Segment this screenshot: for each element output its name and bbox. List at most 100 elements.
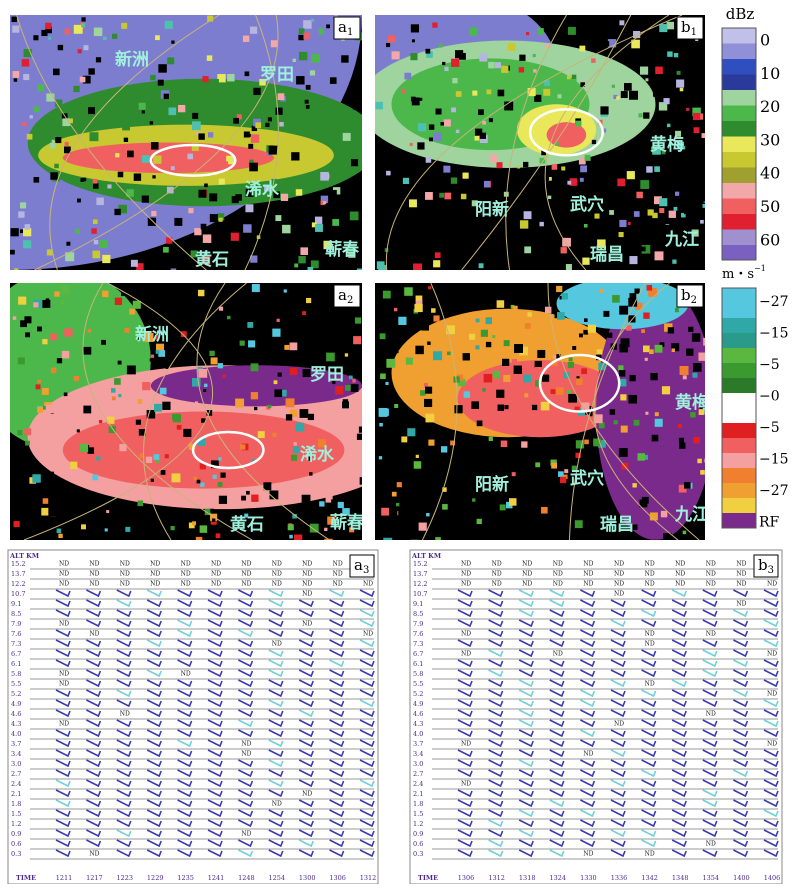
- echo-speck: [599, 422, 605, 428]
- missing-label: ND: [522, 581, 532, 588]
- echo-speck: [284, 289, 287, 292]
- legend-label: 30: [760, 130, 780, 149]
- echo-speck: [83, 406, 91, 414]
- echo-speck: [243, 224, 251, 232]
- echo-speck: [198, 369, 207, 378]
- echo-speck: [624, 267, 632, 275]
- missing-label: ND: [120, 561, 130, 568]
- echo-speck: [560, 477, 566, 483]
- echo-speck: [474, 136, 479, 141]
- time-label: 1306: [458, 874, 475, 882]
- echo-speck: [527, 312, 531, 316]
- place-name: 新洲: [115, 49, 149, 70]
- echo-speck: [208, 132, 213, 137]
- echo-speck: [585, 155, 591, 161]
- echo-speck: [628, 395, 637, 404]
- echo-speck: [683, 531, 687, 535]
- echo-speck: [431, 308, 436, 313]
- missing-label: ND: [645, 561, 655, 568]
- echo-speck: [353, 106, 356, 109]
- echo-speck: [37, 85, 44, 92]
- echo-speck: [383, 538, 392, 547]
- missing-label: ND: [333, 561, 343, 568]
- altitude-label: 7.9: [413, 620, 423, 628]
- echo-speck: [639, 209, 644, 214]
- echo-speck: [683, 375, 687, 379]
- echo-speck: [162, 154, 167, 159]
- echo-speck: [589, 174, 596, 181]
- echo-speck: [444, 193, 451, 200]
- echo-speck: [96, 456, 100, 460]
- echo-speck: [433, 351, 442, 360]
- echo-speck: [45, 23, 51, 29]
- panel-letter: b: [758, 556, 768, 574]
- echo-speck: [254, 407, 257, 410]
- echo-speck: [379, 408, 388, 417]
- echo-speck: [330, 77, 337, 84]
- echo-speck: [435, 252, 441, 258]
- echo-speck: [386, 359, 395, 368]
- missing-label: ND: [736, 581, 746, 588]
- missing-label: ND: [272, 641, 282, 648]
- altitude-label: 15.2: [413, 560, 427, 568]
- echo-speck: [643, 312, 649, 318]
- echo-speck: [414, 304, 422, 312]
- missing-label: ND: [363, 631, 373, 638]
- echo-speck: [278, 93, 285, 100]
- echo-speck: [124, 138, 128, 142]
- echo-speck: [155, 286, 160, 291]
- echo-speck: [480, 133, 486, 139]
- missing-label: ND: [706, 711, 716, 718]
- echo-speck: [512, 306, 517, 311]
- time-label: 1223: [117, 874, 134, 882]
- echo-speck: [255, 303, 261, 309]
- altitude-label: 4.6: [11, 710, 21, 718]
- echo-speck: [503, 375, 510, 382]
- echo-speck: [269, 146, 278, 155]
- altitude-label: 7.3: [11, 640, 21, 648]
- place-name: 九江: [674, 505, 709, 525]
- missing-label: ND: [706, 631, 716, 638]
- echo-speck: [433, 315, 439, 321]
- echo-speck: [436, 219, 443, 226]
- missing-label: ND: [583, 751, 593, 758]
- echo-speck: [621, 91, 628, 98]
- echo-speck: [652, 435, 659, 442]
- echo-speck: [704, 459, 708, 463]
- echo-speck: [442, 62, 445, 65]
- echo-speck: [70, 462, 77, 469]
- legend-label: RF: [759, 515, 780, 531]
- echo-speck: [619, 448, 628, 457]
- missing-label: ND: [553, 561, 563, 568]
- missing-label: ND: [522, 571, 532, 578]
- echo-speck: [33, 302, 38, 307]
- echo-speck: [425, 192, 433, 200]
- echo-speck: [311, 54, 320, 63]
- altitude-label: 0.6: [11, 840, 21, 848]
- altitude-label: 4.9: [413, 700, 423, 708]
- missing-label: ND: [241, 561, 251, 568]
- echo-speck: [498, 405, 504, 411]
- echo-speck: [50, 172, 57, 179]
- echo-speck: [88, 107, 95, 114]
- color-swatch: [722, 408, 756, 423]
- echo-speck: [428, 286, 431, 289]
- echo-speck: [139, 103, 146, 110]
- echo-speck: [436, 108, 442, 114]
- echo-speck: [557, 94, 561, 98]
- echo-speck: [249, 163, 258, 172]
- echo-speck: [288, 524, 294, 530]
- altitude-label: 9.1: [11, 600, 21, 608]
- echo-speck: [52, 140, 55, 143]
- echo-speck: [341, 55, 348, 62]
- echo-speck: [678, 424, 682, 428]
- missing-label: ND: [272, 801, 282, 808]
- echo-speck: [482, 121, 486, 125]
- echo-speck: [643, 112, 649, 118]
- echo-speck: [93, 219, 98, 224]
- echo-speck: [535, 462, 540, 467]
- echo-speck: [484, 374, 493, 383]
- echo-speck: [668, 327, 674, 333]
- echo-speck: [561, 166, 565, 170]
- echo-speck: [385, 382, 388, 385]
